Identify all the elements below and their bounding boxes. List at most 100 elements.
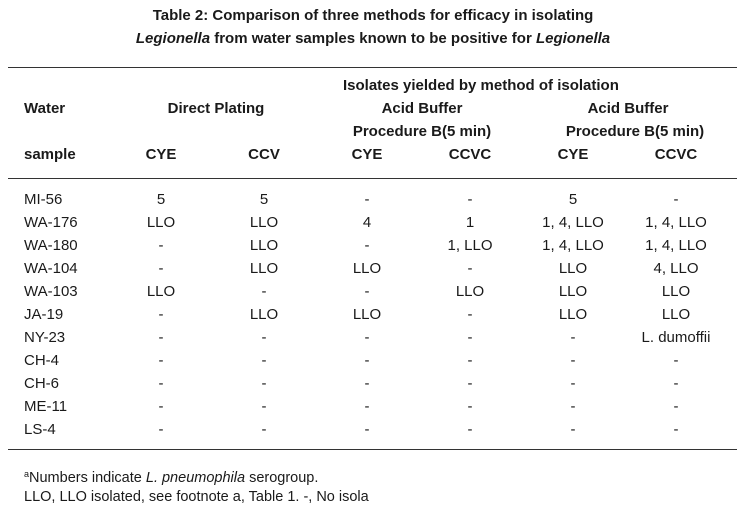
- row-sample: ME-11: [24, 398, 68, 415]
- header-acid-buffer-1: Acid Buffer: [381, 100, 463, 117]
- table-cell: -: [364, 329, 370, 346]
- header-water: Water: [24, 100, 66, 117]
- table-cell: 1, 4, LLO: [542, 237, 604, 254]
- footnote-a: aNumbers indicate L. pneumophila serogro…: [24, 465, 318, 487]
- table-cell: -: [158, 421, 164, 438]
- subheader-ccvc-2: CCVC: [654, 146, 698, 163]
- table-cell: LLO: [558, 260, 588, 277]
- footnote-a-text1: Numbers indicate: [29, 470, 146, 486]
- title-italic-genus-1: Legionella: [135, 30, 211, 47]
- footnote-a-mark: a: [24, 469, 30, 479]
- table-cell: -: [570, 398, 576, 415]
- footnote-llo: LLO, LLO isolated, see footnote a, Table…: [24, 489, 369, 505]
- table-cell: -: [364, 421, 370, 438]
- row-sample: MI-56: [24, 191, 63, 208]
- table-cell: LLO: [558, 306, 588, 323]
- table-cell: LLO: [558, 283, 588, 300]
- footnote-a-italic: L. pneumophila: [145, 470, 246, 486]
- table-cell: -: [364, 352, 370, 369]
- table-cell: -: [364, 375, 370, 392]
- subheader-cye-1: CYE: [145, 146, 177, 163]
- table-cell: 1: [465, 214, 475, 231]
- table-cell: -: [673, 375, 679, 392]
- bottom-rule: [8, 449, 737, 450]
- subheader-ccvc-1: CCVC: [448, 146, 492, 163]
- table-cell: LLO: [249, 214, 279, 231]
- table-cell: -: [467, 398, 473, 415]
- row-sample: CH-6: [24, 375, 60, 392]
- table-cell: -: [261, 375, 267, 392]
- subheader-cye-3: CYE: [557, 146, 589, 163]
- title-italic-genus-2: Legionella: [535, 30, 611, 47]
- table-cell: -: [261, 352, 267, 369]
- table-cell: -: [364, 283, 370, 300]
- table-cell: -: [158, 398, 164, 415]
- row-sample: WA-103: [24, 283, 78, 300]
- table-cell: LLO: [661, 283, 691, 300]
- table-cell: -: [158, 260, 164, 277]
- table-cell: -: [570, 421, 576, 438]
- subheader-ccv: CCV: [248, 146, 280, 163]
- row-sample: WA-180: [24, 237, 78, 254]
- table-cell: -: [158, 352, 164, 369]
- table-cell: -: [261, 398, 267, 415]
- table-cell: -: [364, 398, 370, 415]
- header-direct-plating: Direct Plating: [167, 100, 265, 117]
- table-title-line2: Legionella from water samples known to b…: [0, 28, 746, 50]
- table-cell: -: [673, 352, 679, 369]
- row-sample: WA-104: [24, 260, 78, 277]
- table-title-line1: Table 2: Comparison of three methods for…: [152, 7, 594, 24]
- table-cell: -: [467, 191, 473, 208]
- table-cell: -: [673, 398, 679, 415]
- table-cell: -: [158, 237, 164, 254]
- table-cell: 5: [259, 191, 269, 208]
- table-cell: 4: [362, 214, 372, 231]
- table-cell: -: [467, 260, 473, 277]
- table-cell: LLO: [661, 306, 691, 323]
- header-rule: [8, 178, 737, 179]
- table-cell: 1, 4, LLO: [645, 214, 707, 231]
- table-cell: -: [467, 329, 473, 346]
- table-cell: -: [158, 329, 164, 346]
- footnote-a-text2: serogroup.: [245, 470, 319, 486]
- title-mid-text: from water samples known to be positive …: [210, 30, 536, 47]
- header-supergroup: Isolates yielded by method of isolation: [343, 77, 619, 94]
- table-cell: -: [673, 191, 679, 208]
- table-cell: LLO: [249, 306, 279, 323]
- table-cell: -: [364, 237, 370, 254]
- table-cell: -: [261, 283, 267, 300]
- row-sample: CH-4: [24, 352, 60, 369]
- table-cell: 5: [568, 191, 578, 208]
- table-cell: -: [158, 306, 164, 323]
- row-sample: WA-176: [24, 214, 78, 231]
- table-cell: LLO: [146, 214, 176, 231]
- table-cell: 5: [156, 191, 166, 208]
- table-cell: -: [261, 421, 267, 438]
- subheader-cye-2: CYE: [351, 146, 383, 163]
- table-cell: 4, LLO: [653, 260, 699, 277]
- table-cell: 1, LLO: [447, 237, 493, 254]
- table-cell: 1, 4, LLO: [645, 237, 707, 254]
- table-cell: -: [570, 352, 576, 369]
- table-cell: LLO: [249, 260, 279, 277]
- row-sample: JA-19: [24, 306, 64, 323]
- table-cell: -: [570, 375, 576, 392]
- table-cell: -: [467, 306, 473, 323]
- table-cell: -: [570, 329, 576, 346]
- table-cell: -: [467, 352, 473, 369]
- header-procedure-2: Procedure B(5 min): [565, 123, 705, 140]
- row-sample: NY-23: [24, 329, 66, 346]
- table-cell: LLO: [352, 306, 382, 323]
- table-cell: LLO: [352, 260, 382, 277]
- table-cell: LLO: [455, 283, 485, 300]
- header-procedure-1: Procedure B(5 min): [352, 123, 492, 140]
- table-cell: 1, 4, LLO: [542, 214, 604, 231]
- table-cell: L. dumoffii: [641, 329, 711, 346]
- top-rule: [8, 67, 737, 68]
- table-cell: -: [364, 191, 370, 208]
- table-cell: LLO: [146, 283, 176, 300]
- header-acid-buffer-2: Acid Buffer: [587, 100, 669, 117]
- row-sample: LS-4: [24, 421, 56, 438]
- table-cell: -: [158, 375, 164, 392]
- table-cell: -: [467, 375, 473, 392]
